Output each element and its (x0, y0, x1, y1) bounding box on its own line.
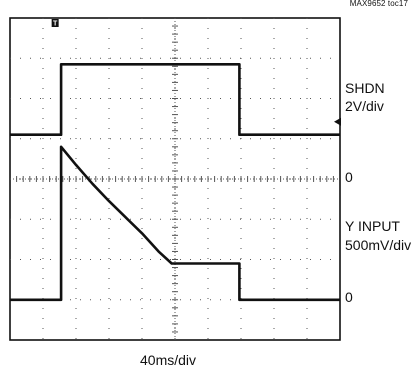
time-scale-label: 40ms/div (140, 352, 197, 368)
scope-traces (10, 63, 340, 302)
scope-graticule (9, 17, 341, 341)
figure-id: MAX9652 toc17 (349, 0, 408, 8)
trigger-marker-label: T (53, 21, 58, 28)
zero-level-label-lower: 0 (345, 289, 353, 305)
ch1-name-label: SHDN (345, 80, 385, 96)
trigger-marker-icon (51, 19, 59, 27)
ch1-scale-label: 2V/div (345, 98, 384, 114)
ch2-name-label: Y INPUT (345, 218, 400, 234)
zero-level-label-upper: 0 (345, 169, 353, 185)
scope-markers: T (51, 19, 341, 126)
trace-shdn (10, 63, 340, 136)
trace-y-input (10, 145, 340, 302)
ch2-scale-label: 500mV/div (345, 237, 412, 253)
channel-level-marker-icon (334, 117, 341, 126)
